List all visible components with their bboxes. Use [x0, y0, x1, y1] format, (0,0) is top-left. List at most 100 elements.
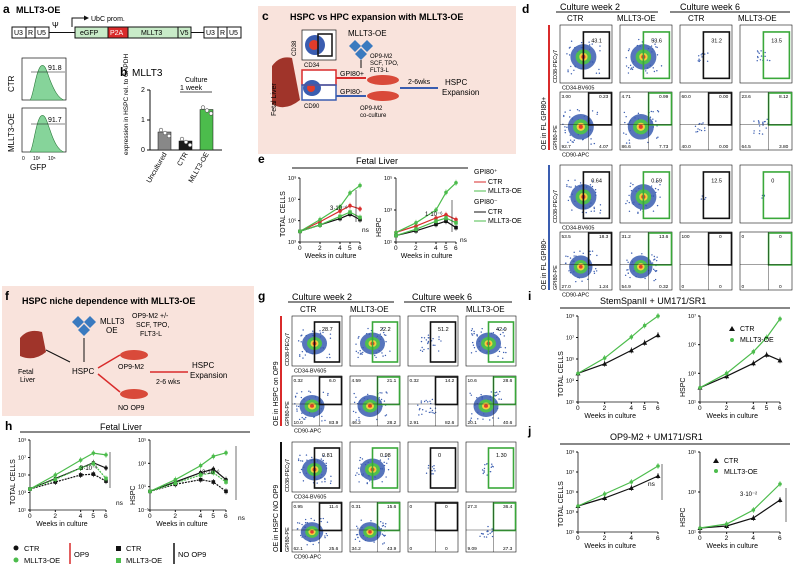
event-dot — [627, 272, 629, 274]
x-tick-label: 4 — [434, 245, 438, 252]
event-dot — [300, 391, 303, 393]
x-tick-label: 2 — [725, 405, 729, 412]
event-dot — [653, 70, 656, 73]
x-tick-label: 5 — [211, 513, 215, 520]
event-dot — [296, 408, 298, 410]
hist-xtick-1: 10³ — [33, 156, 41, 162]
event-dot — [695, 131, 697, 133]
y-axis-label: TOTAL CELLS — [280, 191, 287, 237]
event-dot — [630, 67, 633, 69]
quad-value-lr: 7.73 — [659, 144, 669, 150]
event-dot — [595, 270, 598, 272]
event-dot — [698, 55, 700, 57]
event-dot — [470, 394, 473, 396]
construct-label: MLLT3-OE — [16, 5, 60, 15]
data-point — [198, 473, 203, 477]
segment-mllt3-label: MLLT3 — [141, 30, 162, 37]
event-dot — [471, 341, 474, 344]
x-axis-label: CD34-BV605 — [294, 495, 326, 501]
event-dot — [419, 407, 421, 410]
x-tick-label: 2 — [173, 513, 177, 520]
event-dot — [580, 41, 583, 44]
data-point — [348, 210, 352, 214]
event-dot — [306, 459, 308, 461]
event-dot — [599, 45, 601, 47]
event-dot — [764, 51, 766, 54]
gate-percent: 0 — [771, 178, 774, 184]
cd34-gate — [762, 31, 791, 80]
legend-oe: MLLT3-OE — [740, 337, 774, 344]
event-dot — [569, 109, 571, 112]
event-dot — [358, 473, 360, 476]
x-tick-label: 2 — [725, 535, 729, 542]
event-dot — [590, 138, 592, 140]
event-dot — [357, 337, 359, 339]
event-dot — [434, 470, 436, 472]
quad-value-ur: 28.6 — [503, 378, 513, 384]
event-dot — [564, 131, 566, 134]
y-tick-label: 10⁹ — [566, 313, 574, 320]
event-dot — [659, 196, 661, 198]
ns-label: ns — [362, 227, 370, 234]
cd34-gate — [702, 171, 731, 220]
event-dot — [599, 204, 602, 206]
event-dot — [305, 454, 308, 456]
event-dot — [383, 535, 386, 537]
data-point — [173, 477, 178, 482]
event-dot — [427, 464, 430, 467]
event-dot — [311, 456, 313, 459]
ns-label: ns — [460, 237, 468, 244]
data-point — [78, 473, 83, 477]
event-dot — [431, 466, 434, 468]
event-dot — [296, 392, 298, 395]
event-dot — [431, 469, 433, 472]
event-dot — [704, 129, 706, 132]
event-dot — [432, 473, 434, 475]
x-tick-label: 6 — [778, 405, 782, 412]
panel-c-letter: c — [262, 9, 269, 23]
data-point — [348, 191, 352, 195]
event-dot — [649, 116, 652, 118]
event-dot — [656, 256, 658, 258]
cd34-gate — [582, 31, 611, 80]
f-cond1: OP9-M2 +/- — [132, 313, 169, 320]
legend-ctr-pos: CTR — [488, 179, 502, 186]
legend-gpi-neg: GPI80⁻ — [474, 199, 498, 206]
legend-oe-neg: MLLT3-OE — [488, 218, 522, 225]
y-tick-label: 10³ — [384, 208, 392, 214]
g-ctr-1: CTR — [300, 305, 317, 314]
event-dot — [492, 466, 494, 468]
event-dot — [500, 346, 502, 349]
event-dot — [303, 418, 305, 420]
event-dot — [472, 344, 475, 346]
event-dot — [653, 279, 655, 282]
event-dot — [628, 210, 631, 212]
event-dot — [628, 194, 630, 197]
panel-i-charts: 0 2 4 5 6 10¹ 10³ 10⁵ 10⁷ 10⁹ Weeks in culture TOTA… — [558, 313, 783, 420]
quad-value-ll: 62.1 — [294, 546, 304, 552]
event-dot — [380, 398, 383, 401]
event-dot — [626, 269, 628, 271]
quad-value-ll: 0 — [682, 284, 685, 290]
lentivirus-icon — [349, 40, 373, 60]
event-dot — [489, 471, 492, 473]
y-axis-label: HSPC — [376, 218, 383, 237]
event-dot — [321, 415, 323, 418]
event-dot — [502, 328, 505, 331]
y-axis-label: CD38-PECy7 — [285, 459, 291, 492]
event-dot — [420, 402, 422, 404]
bar-label: MLLT3-OE — [188, 151, 211, 184]
ns-label: ns — [238, 515, 246, 522]
c-cond2: SCF, TPO, — [370, 61, 399, 67]
event-dot — [628, 48, 630, 50]
c-outcome-2: Expansion — [442, 88, 479, 97]
event-dot — [322, 331, 324, 334]
p-value: 1·10⁻⁶ — [425, 211, 443, 218]
event-dot — [652, 118, 654, 120]
event-dot — [659, 183, 661, 186]
event-dot — [313, 519, 316, 522]
event-dot — [499, 333, 502, 336]
density-core — [310, 530, 314, 534]
f-arrow-op9 — [97, 354, 121, 369]
event-dot — [585, 211, 587, 214]
